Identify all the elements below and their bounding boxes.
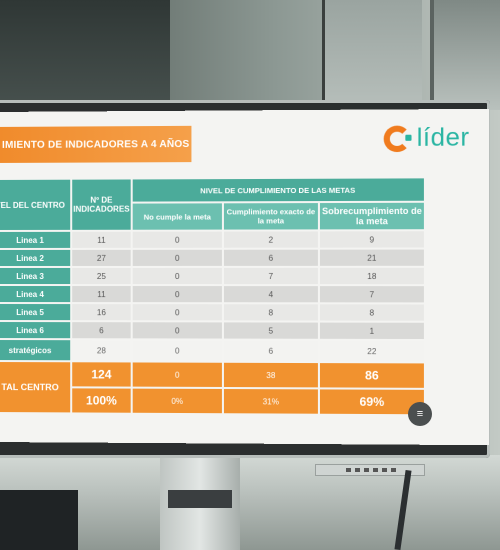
header-nivel-cumplimiento: NIVEL DE CUMPLIMIENTO DE LAS METAS xyxy=(133,178,424,201)
row-exacto: 4 xyxy=(224,286,318,302)
background-pillar xyxy=(322,0,422,110)
total-exacto: 38 xyxy=(224,363,318,388)
row-n: 16 xyxy=(72,304,130,320)
row-sobre: 9 xyxy=(320,231,424,247)
row-no: 0 xyxy=(133,340,222,360)
row-label: stratégicos xyxy=(0,340,70,360)
total-no: 0 xyxy=(133,362,222,387)
row-sobre: 21 xyxy=(320,250,424,266)
header-exacto: Cumplimiento exacto de la meta xyxy=(224,203,318,230)
row-exacto: 6 xyxy=(224,341,318,361)
row-sobre: 7 xyxy=(320,286,424,302)
header-nivel-centro: VEL DEL CENTRO xyxy=(0,180,70,230)
logo-c-icon xyxy=(384,125,411,152)
row-n: 11 xyxy=(72,232,130,248)
lider-logo: líder xyxy=(384,123,470,153)
row-exacto: 8 xyxy=(224,304,318,320)
total-sobre: 86 xyxy=(320,363,424,388)
row-sobre: 18 xyxy=(320,268,424,284)
row-exacto: 7 xyxy=(224,268,318,284)
background-wall-right xyxy=(430,0,500,110)
monitor-screen: IMIENTO DE INDICADORES A 4 AÑOS líder VE… xyxy=(0,109,489,445)
total-label: TAL CENTRO xyxy=(0,362,70,412)
row-sobre: 22 xyxy=(320,341,424,362)
row-n: 11 xyxy=(72,286,130,302)
row-n: 28 xyxy=(72,340,130,360)
header-no-cumple: No cumple la meta xyxy=(133,203,222,229)
title-bar: IMIENTO DE INDICADORES A 4 AÑOS xyxy=(0,126,191,163)
logo-text: líder xyxy=(417,123,470,153)
row-no: 0 xyxy=(133,250,222,266)
row-sobre: 8 xyxy=(320,304,424,320)
row-n: 25 xyxy=(72,268,130,284)
row-n: 6 xyxy=(72,322,130,338)
row-no: 0 xyxy=(133,268,222,284)
row-no: 0 xyxy=(133,232,222,248)
row-sobre: 1 xyxy=(320,323,424,339)
row-label: Linea 1 xyxy=(0,232,70,248)
total-n: 124 xyxy=(72,362,130,386)
row-no: 0 xyxy=(133,304,222,320)
total-n-pct: 100% xyxy=(72,388,130,412)
row-exacto: 6 xyxy=(224,250,318,266)
row-no: 0 xyxy=(133,286,222,302)
row-label: Linea 6 xyxy=(0,322,70,338)
camera-device xyxy=(0,490,78,550)
row-label: Linea 5 xyxy=(0,304,70,320)
row-n: 27 xyxy=(72,250,130,266)
row-no: 0 xyxy=(133,322,222,338)
row-label: Linea 2 xyxy=(0,250,70,266)
row-label: Linea 3 xyxy=(0,268,70,284)
row-label: Linea 4 xyxy=(0,286,70,302)
slide-title: IMIENTO DE INDICADORES A 4 AÑOS xyxy=(2,138,189,150)
total-exacto-pct: 31% xyxy=(224,389,318,414)
menu-icon[interactable]: ≡ xyxy=(408,402,432,426)
header-num-indicadores: Nº DE INDICADORES xyxy=(72,179,130,229)
stand-bracket xyxy=(168,490,232,508)
row-exacto: 2 xyxy=(224,231,318,247)
results-table: VEL DEL CENTRO Nº DE INDICADORES NIVEL D… xyxy=(0,178,427,180)
row-exacto: 5 xyxy=(224,322,318,338)
header-sobre: Sobrecumplimiento de la meta xyxy=(320,203,424,230)
total-no-pct: 0% xyxy=(133,389,222,414)
